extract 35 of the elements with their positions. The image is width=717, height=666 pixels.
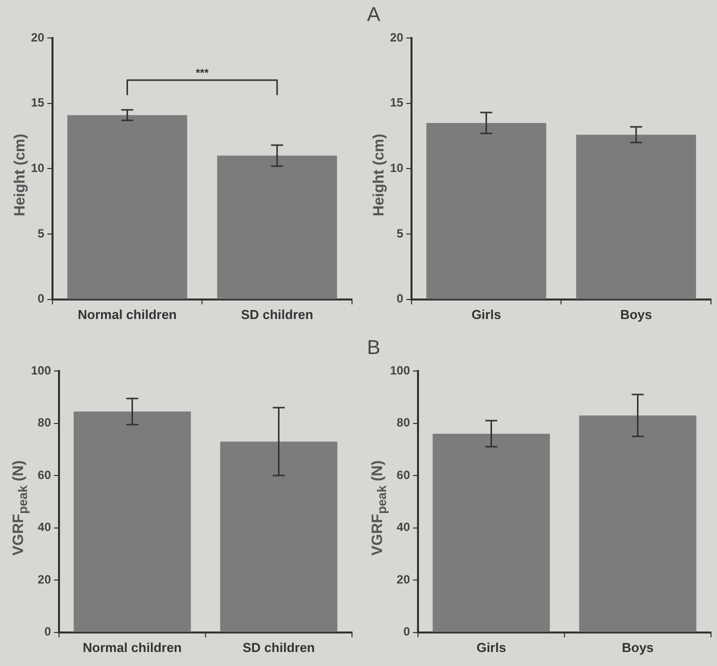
y-tick-label: 20 bbox=[38, 572, 52, 586]
y-tick-label: 80 bbox=[38, 416, 52, 430]
y-tick-label: 40 bbox=[38, 520, 52, 534]
y-tick-label: 100 bbox=[30, 363, 52, 378]
x-tick-label: Normal children bbox=[78, 306, 177, 322]
y-tick-label: 5 bbox=[396, 226, 404, 240]
chart-title: B bbox=[367, 337, 380, 360]
y-tick-label: 20 bbox=[390, 30, 404, 44]
annotation: *** bbox=[196, 68, 210, 80]
y-tick-label: 0 bbox=[38, 292, 45, 306]
x-tick-label: Girls bbox=[471, 306, 502, 322]
y-tick-label: 15 bbox=[30, 96, 45, 110]
x-tick-label: SD children bbox=[242, 640, 315, 655]
y-tick-label: 100 bbox=[390, 363, 410, 378]
y-tick-label: 10 bbox=[390, 161, 404, 176]
y-tick-label: 0 bbox=[396, 292, 404, 306]
chart-title: A bbox=[367, 4, 380, 27]
x-tick-label: Girls bbox=[476, 640, 506, 655]
x-tick-label: Normal children bbox=[82, 640, 182, 655]
x-tick-label: Boys bbox=[622, 640, 654, 655]
y-tick-label: 60 bbox=[38, 468, 52, 482]
y-tick-label: 10 bbox=[30, 161, 45, 176]
y-tick-label: 0 bbox=[403, 624, 410, 639]
y-tick-label: 60 bbox=[396, 468, 410, 482]
x-tick-label: SD children bbox=[240, 306, 314, 322]
y-tick-label: 20 bbox=[396, 572, 410, 586]
y-tick-label: 0 bbox=[44, 624, 52, 639]
y-tick-label: 15 bbox=[390, 96, 404, 110]
y-tick-label: 80 bbox=[396, 416, 410, 430]
y-axis-title: Height (cm) bbox=[370, 134, 388, 216]
x-tick-label: Boys bbox=[620, 306, 652, 322]
y-axis-title: Height (cm) bbox=[12, 134, 28, 216]
y-tick-label: 20 bbox=[30, 30, 45, 44]
y-tick-label: 5 bbox=[38, 226, 45, 240]
y-tick-label: 40 bbox=[396, 520, 410, 534]
